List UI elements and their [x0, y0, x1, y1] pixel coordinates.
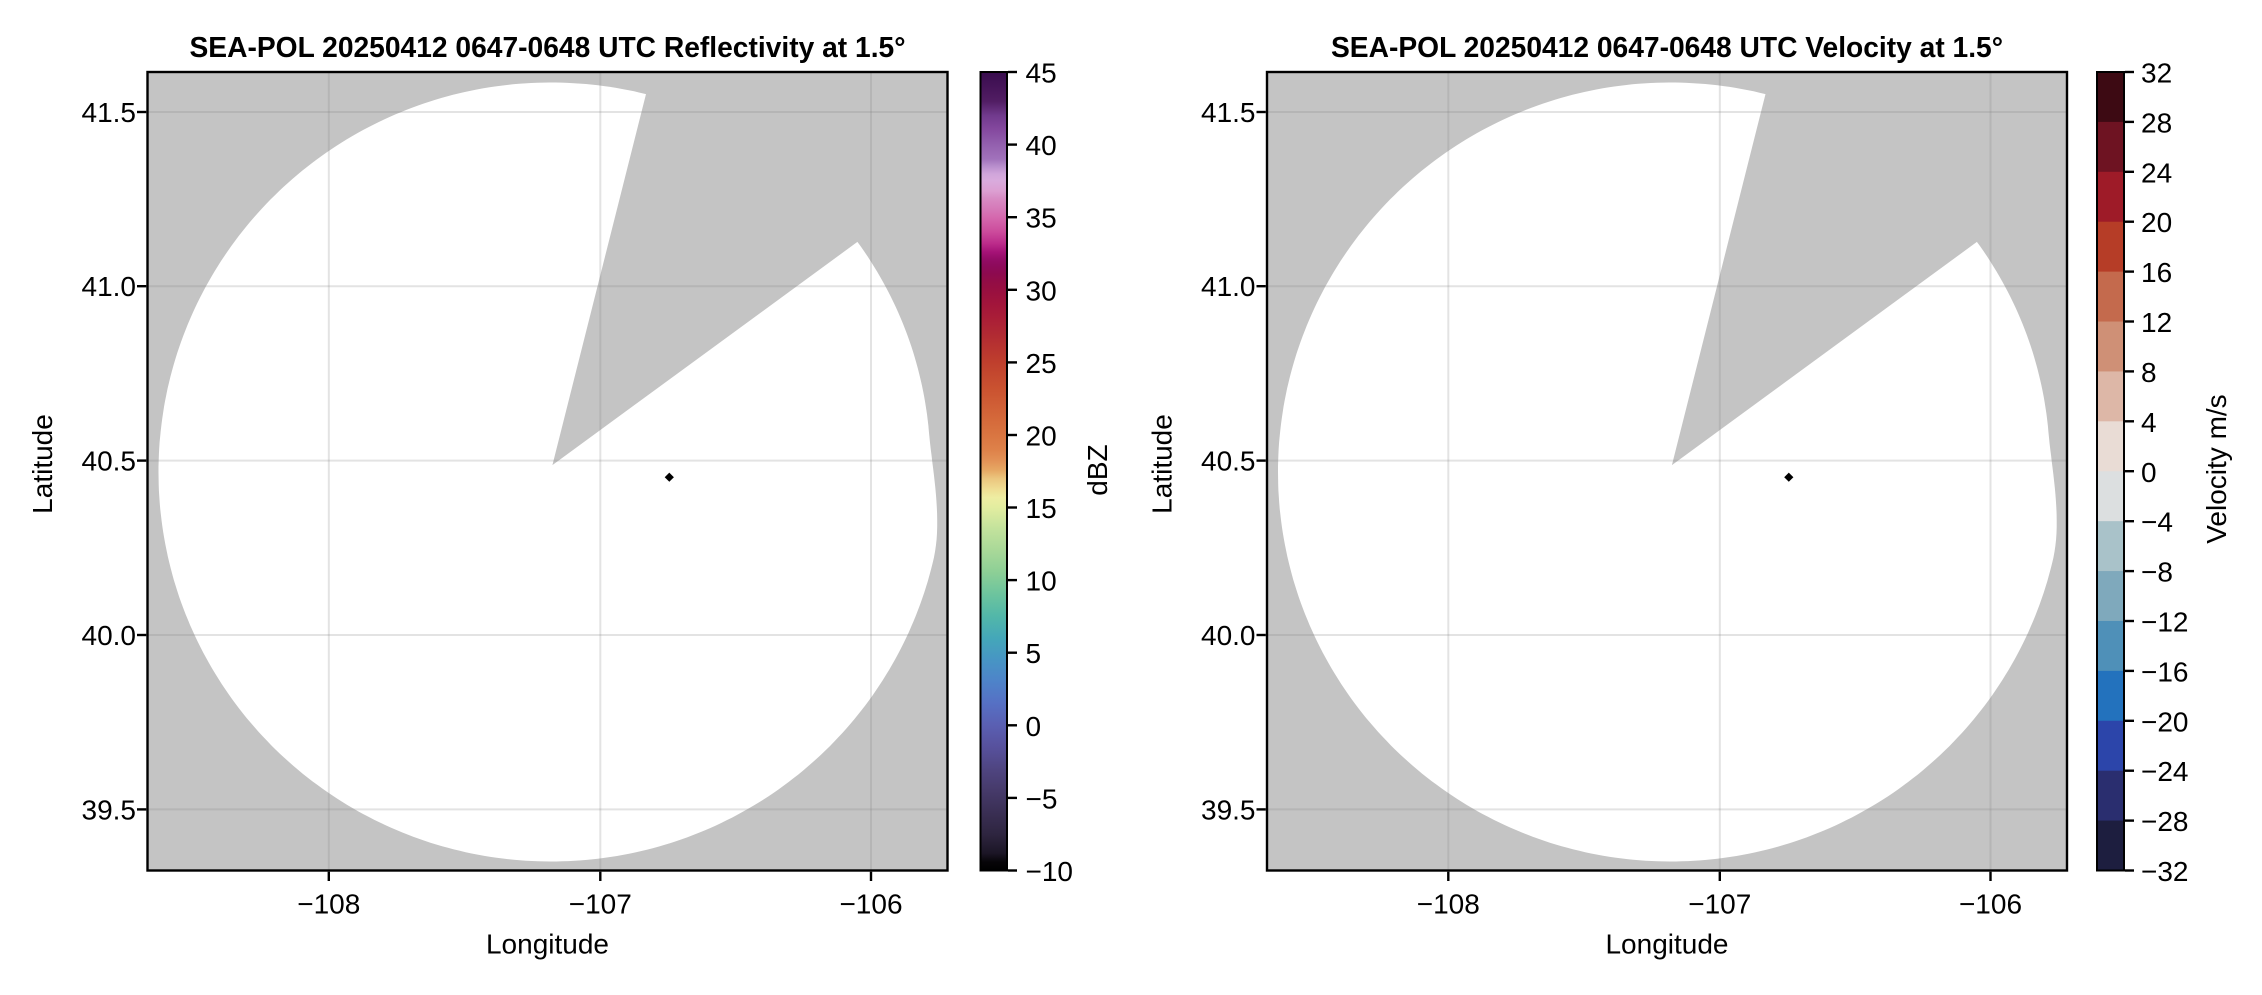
svg-text:39.5: 39.5 [82, 794, 137, 825]
svg-text:SEA-POL 20250412 0647-0648 UTC: SEA-POL 20250412 0647-0648 UTC Velocity … [1331, 32, 2003, 64]
svg-text:35: 35 [1026, 203, 1057, 234]
svg-text:20: 20 [2141, 207, 2172, 238]
svg-text:12: 12 [2141, 307, 2172, 338]
svg-text:20: 20 [1026, 420, 1057, 451]
svg-text:40.0: 40.0 [82, 620, 137, 651]
svg-text:15: 15 [1026, 493, 1057, 524]
svg-text:16: 16 [2141, 257, 2172, 288]
svg-text:45: 45 [1026, 58, 1057, 89]
svg-text:Latitude: Latitude [27, 414, 58, 514]
svg-text:−108: −108 [297, 889, 360, 920]
svg-text:dBZ: dBZ [1082, 444, 1113, 495]
svg-text:−106: −106 [1959, 889, 2022, 920]
svg-text:24: 24 [2141, 157, 2172, 188]
svg-text:−10: −10 [1026, 856, 1074, 887]
svg-text:10: 10 [1026, 566, 1057, 597]
svg-text:−107: −107 [1688, 889, 1751, 920]
svg-text:4: 4 [2141, 407, 2157, 438]
svg-text:−5: −5 [1026, 783, 1058, 814]
svg-text:−16: −16 [2141, 656, 2189, 687]
svg-text:−8: −8 [2141, 557, 2173, 588]
svg-text:8: 8 [2141, 357, 2157, 388]
svg-text:−4: −4 [2141, 507, 2173, 538]
svg-text:28: 28 [2141, 107, 2172, 138]
svg-text:40.5: 40.5 [82, 446, 137, 477]
svg-text:−106: −106 [839, 889, 902, 920]
svg-text:−108: −108 [1417, 889, 1480, 920]
svg-text:Velocity m/s: Velocity m/s [2201, 394, 2232, 543]
svg-text:41.0: 41.0 [82, 271, 137, 302]
svg-text:−20: −20 [2141, 706, 2189, 737]
svg-text:25: 25 [1026, 348, 1057, 379]
svg-text:Longitude: Longitude [1605, 929, 1728, 960]
svg-text:0: 0 [2141, 457, 2157, 488]
svg-text:−28: −28 [2141, 806, 2189, 837]
svg-text:SEA-POL 20250412 0647-0648 UTC: SEA-POL 20250412 0647-0648 UTC Reflectiv… [190, 32, 906, 64]
svg-text:5: 5 [1026, 638, 1042, 669]
svg-text:40.5: 40.5 [1201, 446, 1256, 477]
svg-text:39.5: 39.5 [1201, 794, 1256, 825]
svg-text:41.5: 41.5 [1201, 97, 1256, 128]
svg-text:40.0: 40.0 [1201, 620, 1256, 651]
svg-text:41.0: 41.0 [1201, 271, 1256, 302]
svg-text:−24: −24 [2141, 756, 2189, 787]
svg-text:Longitude: Longitude [486, 929, 609, 960]
svg-text:41.5: 41.5 [82, 97, 137, 128]
svg-text:0: 0 [1026, 711, 1042, 742]
svg-text:30: 30 [1026, 275, 1057, 306]
svg-text:40: 40 [1026, 130, 1057, 161]
svg-text:Latitude: Latitude [1147, 414, 1178, 514]
svg-text:−12: −12 [2141, 606, 2189, 637]
svg-text:32: 32 [2141, 58, 2172, 89]
svg-text:−107: −107 [569, 889, 632, 920]
svg-text:−32: −32 [2141, 856, 2189, 887]
